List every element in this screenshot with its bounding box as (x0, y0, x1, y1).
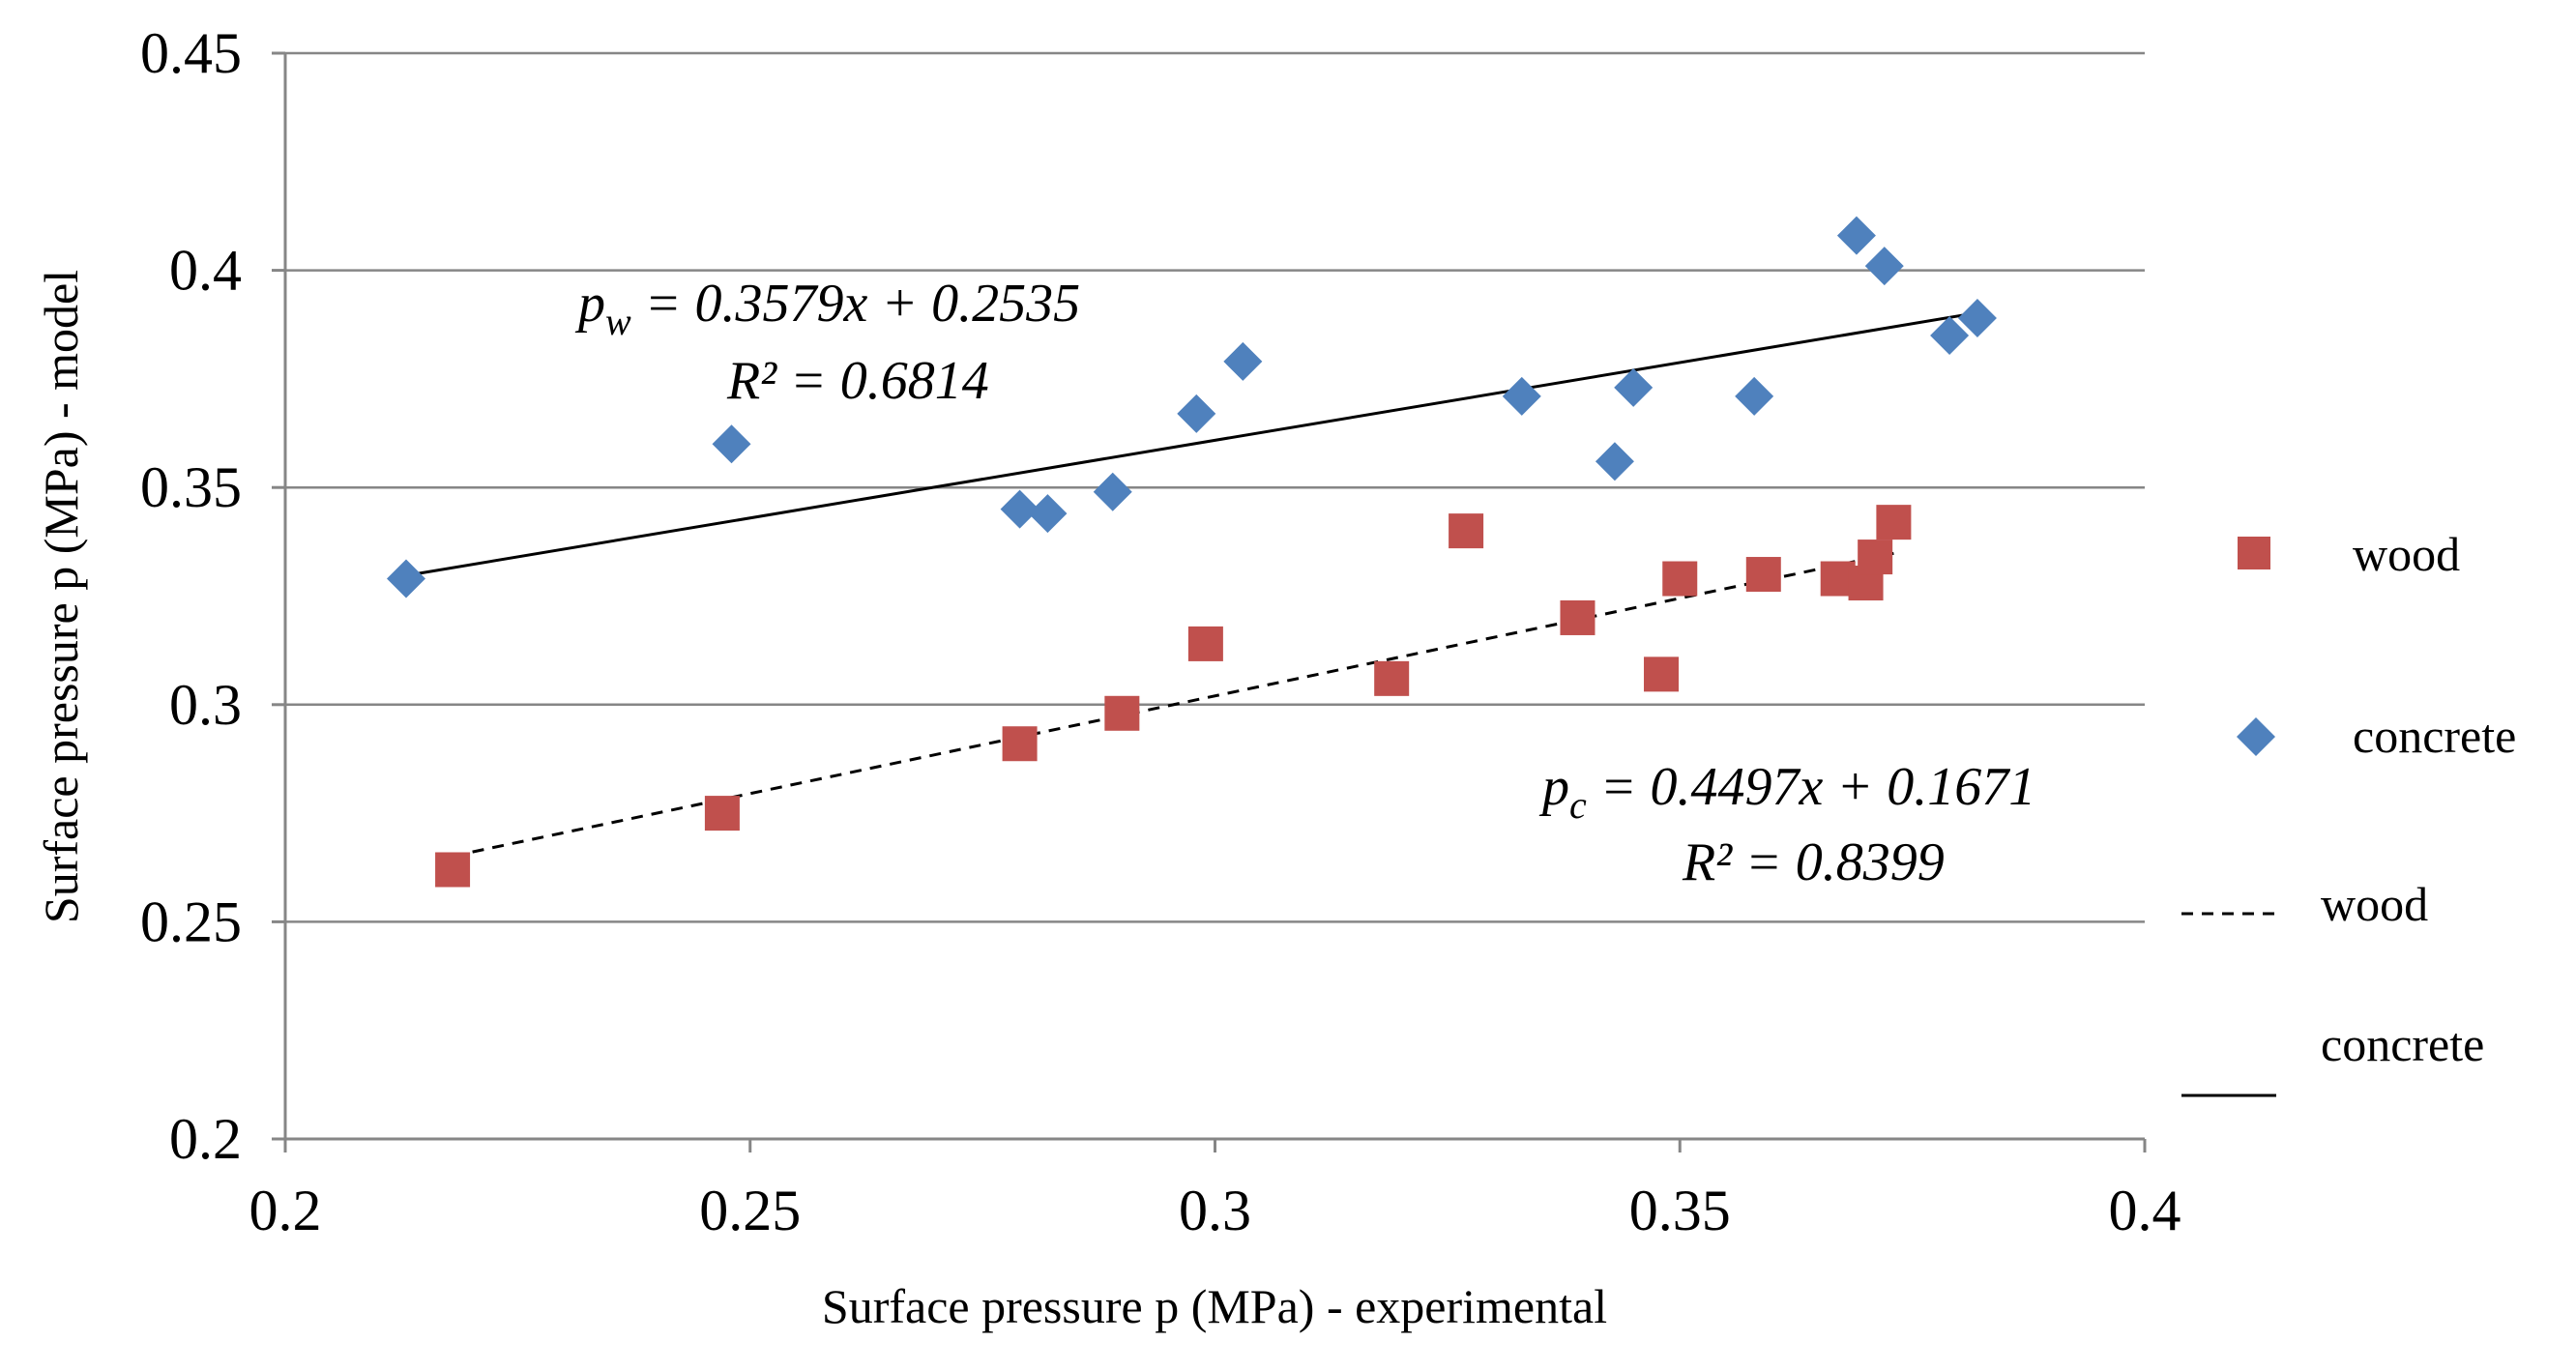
legend-wood-marker (2238, 537, 2270, 569)
legend-concrete-marker (2237, 717, 2275, 756)
point-concrete (1093, 472, 1132, 511)
y-tick-label: 0.45 (140, 21, 242, 85)
point-wood (1876, 505, 1912, 540)
point-wood (1002, 726, 1038, 762)
x-tick-label: 0.2 (249, 1179, 322, 1242)
point-wood (1745, 557, 1781, 593)
x-tick-label: 0.3 (1179, 1179, 1251, 1242)
y-tick-label: 0.4 (169, 239, 242, 303)
x-axis-title: Surface pressure p (MPa) - experimental (822, 1279, 1607, 1333)
x-tick-label: 0.35 (1629, 1179, 1731, 1242)
point-wood (1560, 599, 1595, 635)
point-concrete (1000, 489, 1039, 529)
x-tick-marks (272, 51, 2147, 1152)
point-concrete (386, 559, 425, 598)
point-concrete (1028, 494, 1068, 534)
legend-wood-line-label: wood (2321, 877, 2428, 931)
wood-r2: R² = 0.8399 (1682, 832, 1945, 892)
y-tick-label: 0.35 (140, 455, 242, 519)
y-axis-title: Surface pressure p (MPa) - model (34, 270, 88, 923)
gridlines (285, 51, 2145, 923)
wood-equation: pc = 0.4497x + 0.1671 (1538, 757, 2035, 827)
point-concrete (1957, 299, 1997, 338)
wood-eq-body: = 0.4497x + 0.1671 (1587, 757, 2035, 817)
point-concrete (1177, 394, 1216, 433)
x-tick-label: 0.4 (2109, 1179, 2181, 1242)
point-wood (435, 852, 471, 888)
point-concrete (1223, 341, 1263, 381)
point-wood (704, 796, 740, 831)
point-concrete (1836, 216, 1876, 255)
wood-eq-symbol: p (1538, 757, 1569, 817)
trendline-concrete (405, 311, 1978, 577)
point-concrete (1930, 315, 1970, 355)
concrete-equation: pw = 0.3579x + 0.2535 (574, 274, 1080, 343)
x-tick-labels: 0.2 0.25 0.3 0.35 0.4 (249, 1179, 2181, 1242)
y-tick-label: 0.2 (169, 1107, 242, 1171)
point-wood (1449, 513, 1484, 549)
point-concrete (1502, 376, 1541, 416)
data-markers (386, 216, 1997, 888)
point-wood (1858, 540, 1893, 575)
wood-eq-subscript: c (1569, 783, 1587, 827)
point-concrete (1735, 376, 1774, 416)
trendline-wood (452, 551, 1894, 858)
point-wood (1187, 626, 1223, 661)
point-concrete (1614, 367, 1654, 407)
y-tick-label: 0.25 (140, 890, 242, 953)
point-wood (1374, 660, 1410, 696)
trendlines (405, 311, 1978, 858)
legend-wood-marker-label: wood (2353, 527, 2460, 581)
point-wood (1662, 561, 1698, 597)
concrete-eq-symbol: p (574, 274, 605, 334)
legend-concrete-line-label: concrete (2321, 1017, 2484, 1071)
concrete-eq-subscript: w (605, 300, 631, 343)
y-tick-label: 0.3 (169, 673, 242, 737)
concrete-r2: R² = 0.6814 (726, 351, 989, 411)
legend-concrete-marker-label: concrete (2353, 709, 2516, 763)
y-tick-labels: 0.2 0.25 0.3 0.35 0.4 0.45 (140, 21, 242, 1171)
concrete-eq-body: = 0.3579x + 0.2535 (631, 274, 1080, 334)
point-concrete (1595, 442, 1634, 481)
point-concrete (1864, 247, 1904, 286)
x-tick-label: 0.25 (699, 1179, 801, 1242)
point-wood (1644, 656, 1680, 692)
point-wood (1104, 695, 1140, 731)
point-concrete (712, 424, 751, 464)
legend: wood concrete wood concrete (2181, 527, 2516, 1097)
